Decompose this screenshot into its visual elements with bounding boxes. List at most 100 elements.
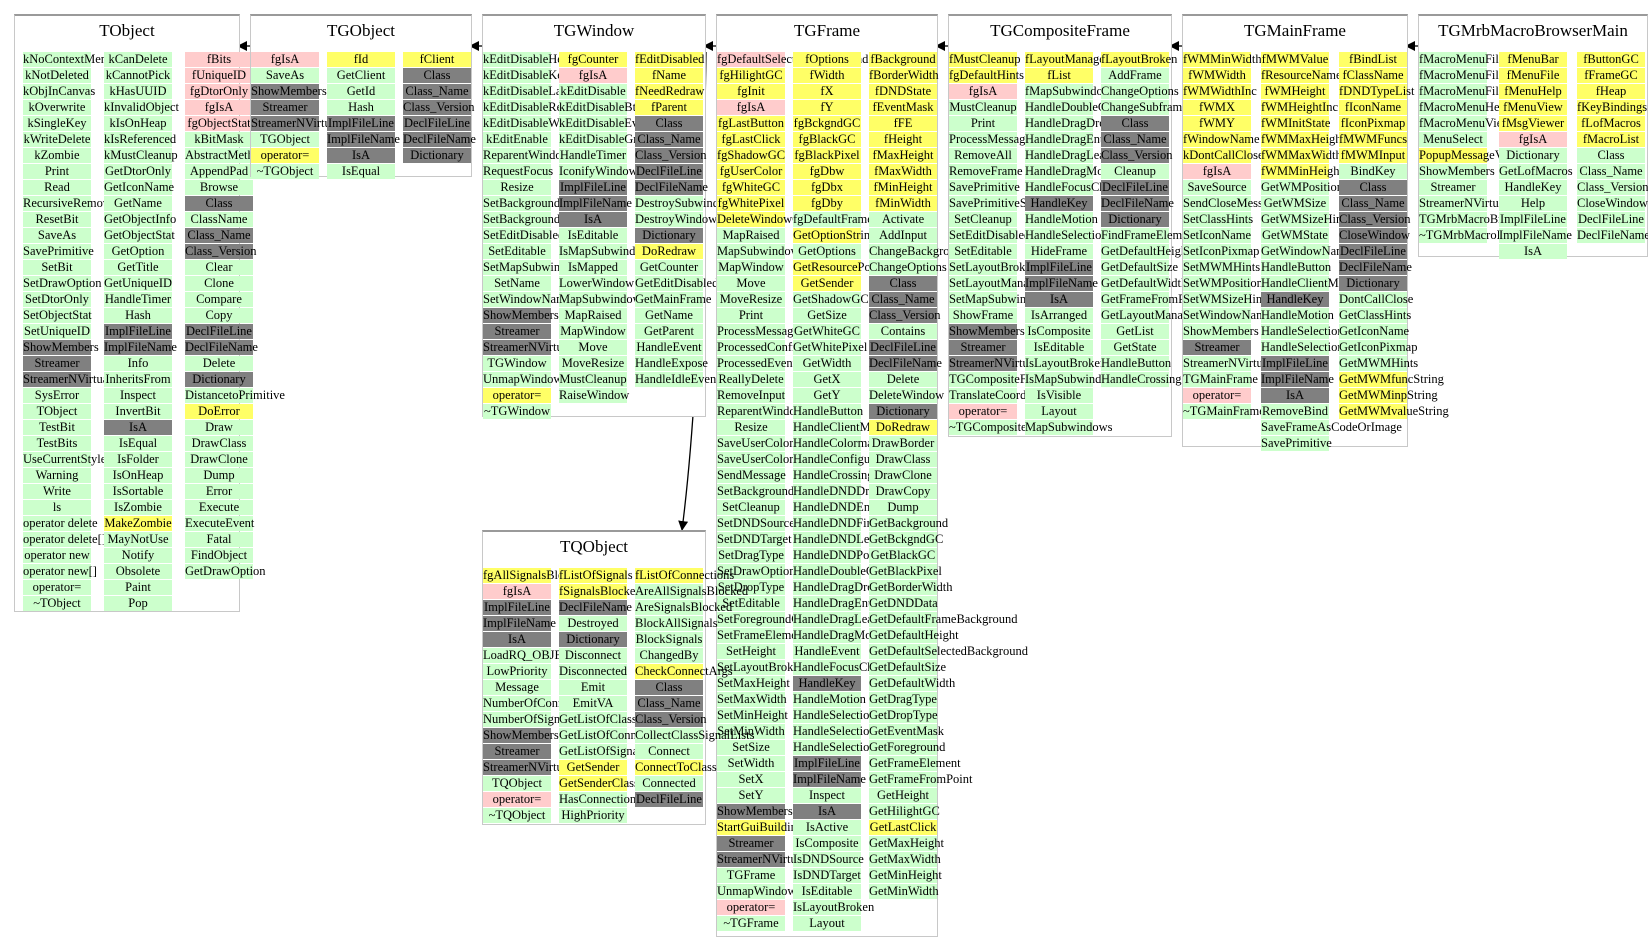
class-member[interactable]: DeclFileLine: [1339, 244, 1407, 259]
class-member[interactable]: kCannotPick: [104, 68, 172, 83]
class-member[interactable]: HasConnection: [559, 792, 637, 807]
class-member[interactable]: MustCleanup: [559, 372, 627, 387]
class-member[interactable]: fList: [1025, 68, 1093, 83]
class-member[interactable]: IsVisible: [1025, 388, 1093, 403]
class-member[interactable]: GetClient: [327, 68, 395, 83]
class-member[interactable]: GetBckgndGC: [869, 532, 944, 547]
class-member[interactable]: fgIsA: [251, 52, 319, 67]
class-member[interactable]: SetLayoutBroken: [717, 660, 806, 675]
class-member[interactable]: Class_Version: [635, 712, 707, 727]
class-member[interactable]: TGMainFrame: [1183, 372, 1258, 387]
class-member[interactable]: ChangeOptions: [869, 260, 947, 275]
class-member[interactable]: DeclFileLine: [869, 340, 937, 355]
class-member[interactable]: fName: [635, 68, 703, 83]
class-member[interactable]: fButtonGC: [1577, 52, 1645, 67]
class-member[interactable]: kEditDisableKeyEnable: [483, 68, 604, 83]
class-member[interactable]: ChangedBy: [635, 648, 703, 663]
class-member[interactable]: ~TObject: [23, 596, 91, 611]
class-member[interactable]: GetState: [1101, 340, 1169, 355]
class-member[interactable]: ~TQObject: [483, 808, 551, 823]
class-member[interactable]: ImplFileLine: [1499, 212, 1567, 227]
class-member[interactable]: DeclFileName: [1101, 196, 1174, 211]
class-member[interactable]: fgUserColor: [717, 164, 785, 179]
class-member[interactable]: DeclFileLine: [1101, 180, 1169, 195]
class-member[interactable]: HandleButton: [793, 404, 864, 419]
class-member[interactable]: Class_Version: [1101, 148, 1173, 163]
class-member[interactable]: GetSender: [793, 276, 861, 291]
class-member[interactable]: SetWindowName: [1183, 308, 1272, 323]
class-member[interactable]: IsEditable: [1025, 340, 1093, 355]
class-member[interactable]: ImplFileName: [1499, 228, 1572, 243]
class-member[interactable]: GetFrameElement: [869, 756, 961, 771]
class-member[interactable]: SetDrawOption: [23, 276, 102, 291]
class-member[interactable]: fgBckgndGC: [793, 116, 861, 131]
class-member[interactable]: StreamerNVirtual: [1419, 196, 1508, 211]
class-member[interactable]: GetOption: [104, 244, 172, 259]
class-member[interactable]: Class_Version: [185, 244, 257, 259]
class-member[interactable]: HandleExpose: [635, 356, 708, 371]
class-member[interactable]: Class_Name: [869, 292, 937, 307]
class-member[interactable]: ProcessMessage: [717, 324, 799, 339]
class-member[interactable]: Class: [1577, 148, 1645, 163]
class-member[interactable]: Obsolete: [104, 564, 172, 579]
class-member[interactable]: GetDragType: [869, 692, 937, 707]
class-member[interactable]: GetDefaultHeight: [869, 628, 959, 643]
class-member[interactable]: fWindowName: [1183, 132, 1260, 147]
class-member[interactable]: ImplFileName: [1261, 372, 1334, 387]
class-member[interactable]: HandleSelection: [793, 708, 876, 723]
class-member[interactable]: GetEventMask: [869, 724, 944, 739]
class-member[interactable]: Class_Version: [869, 308, 941, 323]
class-member[interactable]: HandleMotion: [1261, 308, 1334, 323]
class-member[interactable]: TGFrame: [717, 868, 785, 883]
class-member[interactable]: HandleEvent: [793, 644, 861, 659]
class-member[interactable]: SetWMPosition: [1183, 276, 1263, 291]
class-member[interactable]: DoError: [185, 404, 253, 419]
class-member[interactable]: DrawClone: [869, 468, 937, 483]
class-member[interactable]: SetSize: [717, 740, 785, 755]
class-member[interactable]: GetSender: [559, 760, 627, 775]
class-member[interactable]: Print: [717, 308, 785, 323]
class-member[interactable]: Cleanup: [1101, 164, 1169, 179]
class-member[interactable]: fgWhiteGC: [717, 180, 785, 195]
class-member[interactable]: TestBits: [23, 436, 91, 451]
class-member[interactable]: NumberOfSignals: [483, 712, 574, 727]
class-member[interactable]: Emit: [559, 680, 627, 695]
class-member[interactable]: HandleDragEnter: [1025, 132, 1114, 147]
class-member[interactable]: HandleKey: [793, 676, 861, 691]
class-member[interactable]: GetLayoutManager: [1101, 308, 1199, 323]
class-member[interactable]: DeleteWindowCalled: [717, 212, 825, 227]
class-member[interactable]: IsA: [1499, 244, 1567, 259]
class-member[interactable]: fgIsA: [1499, 132, 1567, 147]
class-member[interactable]: GetWMPosition: [1261, 180, 1343, 195]
class-member[interactable]: Class_Name: [635, 132, 703, 147]
class-member[interactable]: operator new[]: [23, 564, 97, 579]
class-member[interactable]: HandleKey: [1025, 196, 1093, 211]
class-member[interactable]: SetDropType: [717, 580, 785, 595]
class-member[interactable]: fBorderWidth: [869, 68, 939, 83]
class-member[interactable]: Layout: [793, 916, 861, 931]
class-member[interactable]: GetIconPixmap: [1339, 340, 1418, 355]
class-member[interactable]: fMacroMenuFile: [1419, 84, 1505, 99]
class-member[interactable]: TranslateCoordinates: [949, 388, 1056, 403]
class-member[interactable]: fgDefaultHints: [949, 68, 1024, 83]
class-member[interactable]: fMWMValue: [1261, 52, 1329, 67]
class-member[interactable]: SetForegroundColor: [717, 612, 820, 627]
class-member[interactable]: SetBackgroundPixmap: [483, 212, 599, 227]
class-member[interactable]: ImplFileLine: [1025, 260, 1093, 275]
class-member[interactable]: StreamerNVirtual: [483, 760, 572, 775]
class-member[interactable]: SendMessage: [717, 468, 786, 483]
class-member[interactable]: fWMX: [1183, 100, 1251, 115]
class-member[interactable]: HandleDragEnter: [793, 596, 882, 611]
class-member[interactable]: HandleDNDFinished: [793, 516, 900, 531]
class-member[interactable]: ShowFrame: [949, 308, 1017, 323]
class-member[interactable]: Streamer: [1419, 180, 1487, 195]
class-member[interactable]: GetWMSize: [1261, 196, 1329, 211]
class-member[interactable]: Resize: [483, 180, 551, 195]
class-member[interactable]: kBitMask: [185, 132, 253, 147]
class-member[interactable]: MoveResize: [717, 292, 785, 307]
class-member[interactable]: Streamer: [483, 744, 551, 759]
class-member[interactable]: HandleConfigureNotify: [793, 452, 913, 467]
class-member[interactable]: GetDtorOnly: [104, 164, 172, 179]
class-member[interactable]: SetUniqueID: [23, 324, 91, 339]
class-member[interactable]: operator=: [483, 388, 551, 403]
